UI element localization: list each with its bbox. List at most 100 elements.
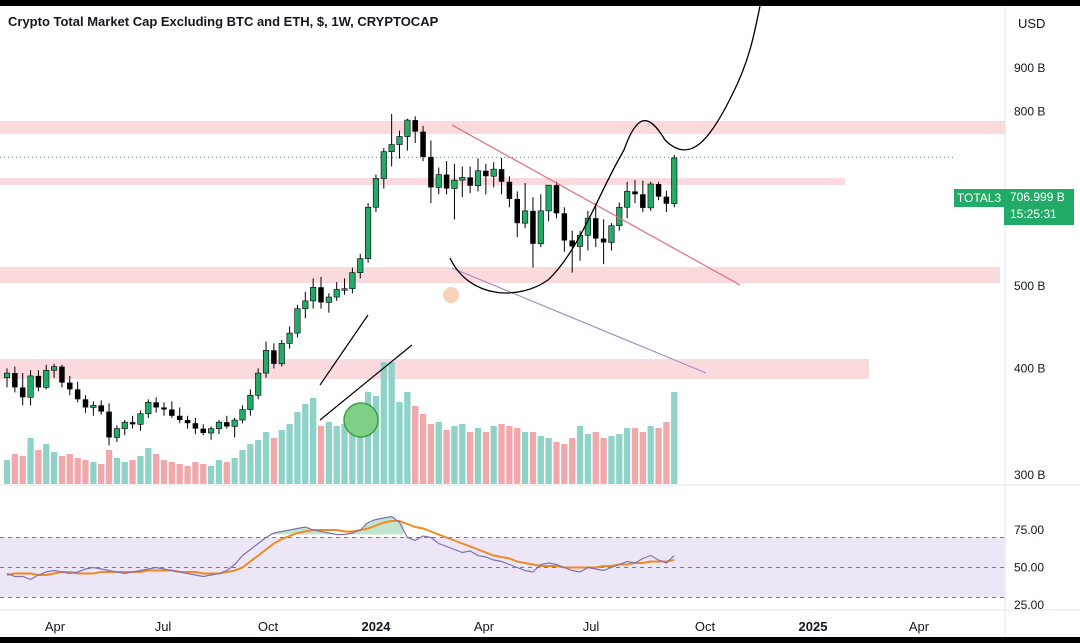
price-tick-label: 500 B	[1014, 279, 1045, 293]
candle-body	[27, 375, 34, 398]
volume-bar	[427, 424, 435, 484]
candle-body	[51, 366, 58, 371]
candle-body	[553, 185, 560, 214]
candle-body	[121, 421, 128, 429]
candle-body	[435, 174, 442, 188]
volume-bar	[145, 448, 152, 484]
candle-body	[396, 136, 403, 145]
currency-label[interactable]: USD	[1018, 16, 1046, 31]
volume-bar	[223, 462, 230, 484]
candle-body	[294, 308, 301, 334]
volume-bar	[129, 460, 136, 484]
volume-bar	[671, 392, 678, 484]
candle-body	[310, 286, 317, 302]
candle-body	[74, 389, 81, 400]
rsi-tick-label: 75.00	[1014, 523, 1044, 537]
candle-body	[380, 151, 387, 179]
volume-bar	[168, 462, 175, 484]
candle-body	[184, 420, 191, 424]
candle-body	[247, 395, 254, 410]
top-border	[0, 0, 1080, 6]
volume-bar	[482, 432, 489, 484]
candle-body	[569, 240, 575, 247]
volume-bar	[50, 452, 58, 484]
candle-body	[420, 131, 426, 157]
candle-body	[333, 289, 340, 298]
candle-body	[106, 411, 112, 438]
volume-bar	[247, 444, 254, 484]
volume-bar	[451, 426, 458, 484]
volume-bar	[192, 462, 199, 484]
candle-body	[372, 178, 380, 208]
volume-bar	[341, 424, 348, 484]
rsi-tick-label: 50.00	[1014, 561, 1044, 575]
candle-body	[153, 402, 159, 408]
candle-body	[467, 177, 473, 186]
candle-body	[443, 174, 450, 189]
volume-bar	[333, 426, 340, 484]
volume-bar	[498, 424, 505, 484]
candle-body	[208, 428, 215, 434]
volume-bar	[137, 456, 144, 484]
volume-bar	[474, 428, 482, 484]
volume-bar	[521, 432, 529, 484]
channel-lower-line	[451, 267, 707, 374]
volume-bar	[467, 432, 474, 484]
candle-body	[632, 191, 638, 195]
volume-bar	[121, 462, 128, 484]
volume-bar	[364, 392, 372, 484]
candle-body	[671, 157, 678, 204]
volume-bar	[294, 412, 301, 484]
candle-body	[545, 184, 552, 212]
candle-body	[129, 422, 136, 425]
volume-bar	[302, 404, 309, 484]
volume-bar	[569, 438, 576, 484]
candles	[3, 113, 678, 446]
candle-body	[459, 177, 466, 181]
candle-body	[3, 372, 11, 379]
candle-body	[593, 218, 599, 239]
candle-body	[640, 194, 646, 208]
candle-body	[113, 428, 120, 438]
volume-bar	[631, 428, 639, 484]
candle-body	[357, 258, 364, 273]
volume-bar	[35, 450, 42, 484]
volume-bar	[490, 426, 497, 484]
candle-body	[98, 405, 104, 412]
volume-bar	[380, 362, 387, 484]
volume-bar	[506, 426, 513, 484]
candle-body	[215, 421, 222, 429]
volume-bar	[176, 464, 183, 484]
candle-body	[624, 191, 631, 208]
candle-body	[90, 405, 97, 408]
volume-bar	[561, 444, 568, 484]
volume-bar	[58, 456, 66, 484]
candle-body	[82, 399, 89, 408]
volume-bar	[278, 430, 285, 484]
volume-bar	[262, 432, 270, 484]
candle-body	[506, 181, 513, 199]
candle-body	[365, 206, 372, 259]
volume-bar	[529, 432, 537, 484]
volume-bar	[231, 458, 238, 484]
volume-bar	[514, 428, 521, 484]
volume-bar	[592, 432, 599, 484]
candle-body	[59, 366, 65, 383]
price-tick-label: 800 B	[1014, 105, 1045, 119]
rsi-pane: 25.00 50.00 75.00	[0, 515, 1044, 612]
volume-bars	[3, 362, 678, 484]
candle-body	[404, 119, 411, 137]
candle-body	[137, 413, 144, 425]
volume-bar	[576, 426, 584, 484]
candle-body	[231, 419, 238, 427]
time-tick-label: 2024	[362, 619, 392, 634]
volume-bar	[545, 438, 552, 484]
volume-bar	[200, 464, 207, 484]
volume-bar	[459, 424, 466, 484]
volume-bar	[160, 460, 168, 484]
candle-body	[412, 120, 418, 132]
volume-bar	[647, 426, 654, 484]
green-circle-marker	[343, 402, 379, 438]
last-price-value: 706.999 B	[1010, 190, 1065, 204]
